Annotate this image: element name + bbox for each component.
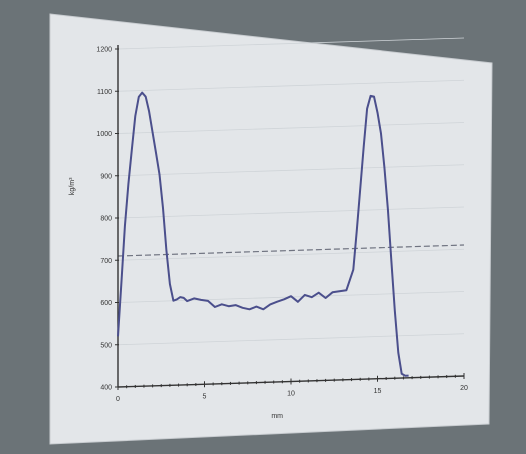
x-tick-label: 15 xyxy=(374,388,382,395)
gridline xyxy=(117,333,465,346)
y-tick-label: 1200 xyxy=(96,47,112,54)
x-tick-label: 5 xyxy=(203,393,207,400)
gridline xyxy=(117,248,465,261)
y-tick-labels: 400 500 600 700 800 900 1000 1100 1200 xyxy=(96,47,119,392)
gridline xyxy=(117,122,465,134)
y-tick-label: 1000 xyxy=(96,131,112,138)
y-tick-label: 800 xyxy=(100,216,112,223)
y-tick-label: 1100 xyxy=(97,89,112,96)
y-tick-label: 700 xyxy=(100,258,112,265)
gridline xyxy=(117,206,465,219)
x-tick-labels: 0 5 10 15 20 xyxy=(116,373,468,403)
y-axis-label: kg/m³ xyxy=(69,177,76,195)
x-axis-label: mm xyxy=(271,413,283,420)
y-tick-label: 400 xyxy=(100,385,112,392)
x-tick-label: 20 xyxy=(460,385,468,392)
x-tick-label: 0 xyxy=(116,396,120,403)
gridline xyxy=(117,37,465,50)
x-tick-label: 10 xyxy=(287,391,295,398)
y-tick-label: 600 xyxy=(100,300,112,307)
y-tick-label: 500 xyxy=(100,342,112,349)
series-line xyxy=(117,91,409,377)
reference-line xyxy=(117,244,465,257)
paper-sheet xyxy=(49,13,493,445)
gridline xyxy=(117,79,465,92)
y-tick-label: 900 xyxy=(100,173,112,180)
gridline xyxy=(117,164,465,177)
